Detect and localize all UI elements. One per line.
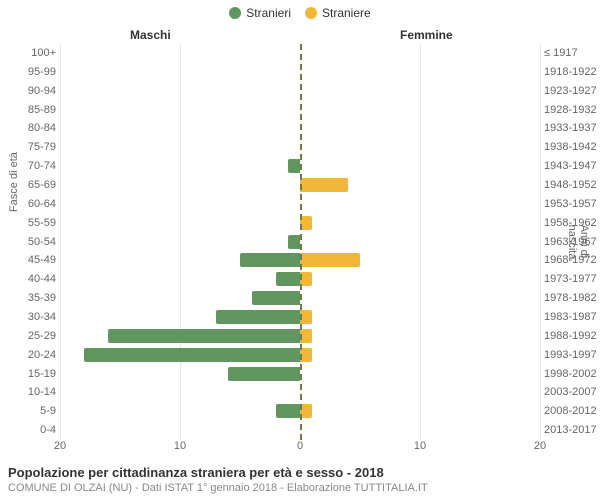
bar-male — [228, 367, 300, 381]
birth-year-label: 1958-1962 — [544, 214, 600, 233]
age-label: 35-39 — [0, 289, 56, 308]
age-label: 60-64 — [0, 195, 56, 214]
birth-year-label: 2013-2017 — [544, 421, 600, 440]
x-ticks: 201001020 — [60, 440, 540, 456]
age-label: 5-9 — [0, 402, 56, 421]
age-label: 90-94 — [0, 82, 56, 101]
birth-year-label: 1928-1932 — [544, 101, 600, 120]
y-labels-birth: ≤ 19171918-19221923-19271928-19321933-19… — [544, 44, 600, 440]
birth-year-label: 1968-1972 — [544, 251, 600, 270]
bar-male — [288, 235, 300, 249]
footer-subtitle: COMUNE DI OLZAI (NU) - Dati ISTAT 1° gen… — [8, 482, 428, 494]
bar-male — [288, 159, 300, 173]
birth-year-label: 1983-1987 — [544, 308, 600, 327]
bar-male — [276, 404, 300, 418]
birth-year-label: 1978-1982 — [544, 289, 600, 308]
bar-male — [108, 329, 300, 343]
header-female: Femmine — [400, 28, 453, 42]
age-label: 45-49 — [0, 251, 56, 270]
footer-title: Popolazione per cittadinanza straniera p… — [8, 465, 428, 480]
birth-year-label: 1963-1967 — [544, 233, 600, 252]
bar-male — [252, 291, 300, 305]
age-label: 100+ — [0, 44, 56, 63]
age-label: 15-19 — [0, 365, 56, 384]
age-label: 75-79 — [0, 138, 56, 157]
grid-line — [540, 44, 541, 440]
age-label: 50-54 — [0, 233, 56, 252]
age-label: 55-59 — [0, 214, 56, 233]
birth-year-label: 1973-1977 — [544, 270, 600, 289]
birth-year-label: 1993-1997 — [544, 346, 600, 365]
header-male: Maschi — [130, 28, 171, 42]
bar-male — [240, 253, 300, 267]
x-tick-label: 10 — [174, 440, 186, 452]
bar-male — [276, 272, 300, 286]
age-label: 20-24 — [0, 346, 56, 365]
birth-year-label: 2003-2007 — [544, 383, 600, 402]
birth-year-label: 1943-1947 — [544, 157, 600, 176]
age-label: 95-99 — [0, 63, 56, 82]
birth-year-label: 1988-1992 — [544, 327, 600, 346]
y-labels-age: 100+95-9990-9485-8980-8475-7970-7465-696… — [0, 44, 56, 440]
birth-year-label: 1933-1937 — [544, 119, 600, 138]
birth-year-label: 1948-1952 — [544, 176, 600, 195]
age-label: 0-4 — [0, 421, 56, 440]
legend-item-female: Straniere — [305, 6, 371, 20]
x-tick-label: 0 — [297, 440, 303, 452]
age-label: 65-69 — [0, 176, 56, 195]
age-label: 70-74 — [0, 157, 56, 176]
plot-area — [60, 44, 540, 440]
legend-swatch-male — [229, 7, 241, 19]
birth-year-label: 1938-1942 — [544, 138, 600, 157]
legend-label-female: Straniere — [322, 6, 371, 20]
birth-year-label: 2008-2012 — [544, 402, 600, 421]
legend-label-male: Stranieri — [246, 6, 291, 20]
legend-swatch-female — [305, 7, 317, 19]
legend-item-male: Stranieri — [229, 6, 291, 20]
zero-line — [300, 44, 302, 440]
bar-female — [300, 178, 348, 192]
age-label: 30-34 — [0, 308, 56, 327]
bar-female — [300, 253, 360, 267]
bar-male — [84, 348, 300, 362]
x-tick-label: 20 — [54, 440, 66, 452]
chart-footer: Popolazione per cittadinanza straniera p… — [8, 465, 428, 494]
age-label: 40-44 — [0, 270, 56, 289]
population-pyramid-chart: Stranieri Straniere Maschi Femmine Fasce… — [0, 0, 600, 500]
birth-year-label: 1998-2002 — [544, 365, 600, 384]
birth-year-label: 1918-1922 — [544, 63, 600, 82]
age-label: 25-29 — [0, 327, 56, 346]
age-label: 80-84 — [0, 119, 56, 138]
birth-year-label: ≤ 1917 — [544, 44, 600, 63]
x-tick-label: 20 — [534, 440, 546, 452]
birth-year-label: 1923-1927 — [544, 82, 600, 101]
birth-year-label: 1953-1957 — [544, 195, 600, 214]
age-label: 85-89 — [0, 101, 56, 120]
x-tick-label: 10 — [414, 440, 426, 452]
legend: Stranieri Straniere — [0, 6, 600, 20]
age-label: 10-14 — [0, 383, 56, 402]
bar-male — [216, 310, 300, 324]
